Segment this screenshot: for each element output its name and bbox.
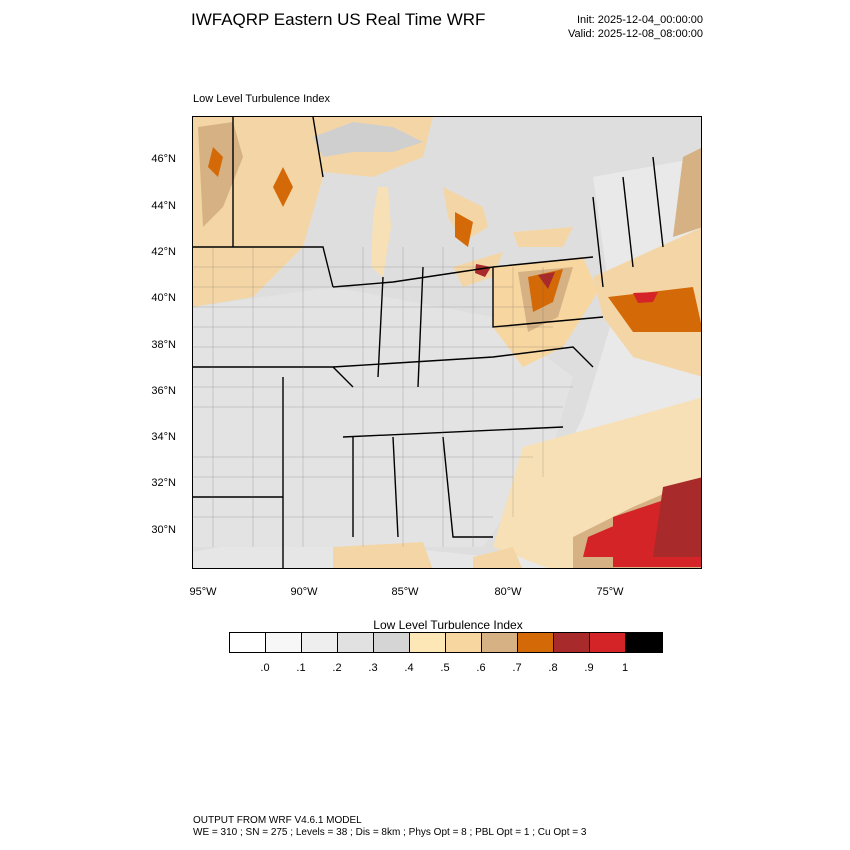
colorbar-swatch (554, 633, 590, 652)
colorbar-label: .1 (296, 662, 306, 674)
colorbar (229, 632, 663, 653)
colorbar-swatch (590, 633, 626, 652)
colorbar-swatch (446, 633, 482, 652)
colorbar-swatch (374, 633, 410, 652)
colorbar-label: 1 (621, 662, 629, 674)
colorbar-label: .3 (368, 662, 378, 674)
colorbar-label: .2 (332, 662, 342, 674)
colorbar-label: .0 (260, 662, 270, 674)
lat-label: 36°N (151, 385, 176, 397)
colorbar-swatch (626, 633, 662, 652)
colorbar-swatch (338, 633, 374, 652)
lat-label: 30°N (151, 524, 176, 536)
colorbar-label: .7 (512, 662, 522, 674)
lon-label: 95°W (189, 586, 217, 598)
colorbar-label: .9 (584, 662, 594, 674)
footer-line-1: OUTPUT FROM WRF V4.6.1 MODEL (193, 815, 362, 826)
colorbar-swatch (230, 633, 266, 652)
time-info: Init: 2025-12-04_00:00:00 Valid: 2025-12… (568, 13, 703, 41)
lon-label: 80°W (494, 586, 522, 598)
lat-label: 42°N (151, 246, 176, 258)
valid-time: Valid: 2025-12-08_08:00:00 (568, 28, 703, 40)
map-canvas (193, 117, 701, 568)
init-time: Init: 2025-12-04_00:00:00 (577, 14, 703, 26)
field-label: Low Level Turbulence Index (193, 93, 330, 105)
colorbar-swatch (410, 633, 446, 652)
lon-label: 90°W (290, 586, 318, 598)
lon-label: 85°W (391, 586, 419, 598)
lat-label: 40°N (151, 292, 176, 304)
colorbar-swatch (266, 633, 302, 652)
lat-label: 44°N (151, 200, 176, 212)
plot-title: IWFAQRP Eastern US Real Time WRF (191, 10, 486, 29)
lat-label: 46°N (151, 153, 176, 165)
map-panel (192, 116, 702, 569)
footer-line-2: WE = 310 ; SN = 275 ; Levels = 38 ; Dis … (193, 827, 587, 838)
colorbar-title: Low Level Turbulence Index (373, 618, 523, 632)
lat-label: 34°N (151, 431, 176, 443)
colorbar-swatch (302, 633, 338, 652)
colorbar-label: .4 (404, 662, 414, 674)
lat-label: 32°N (151, 477, 176, 489)
lon-label: 75°W (596, 586, 624, 598)
colorbar-label: .8 (548, 662, 558, 674)
colorbar-swatch (482, 633, 518, 652)
model-footer: OUTPUT FROM WRF V4.6.1 MODEL WE = 310 ; … (193, 815, 586, 839)
colorbar-label: .6 (476, 662, 486, 674)
colorbar-swatch (518, 633, 554, 652)
colorbar-label: .5 (440, 662, 450, 674)
lat-label: 38°N (151, 339, 176, 351)
